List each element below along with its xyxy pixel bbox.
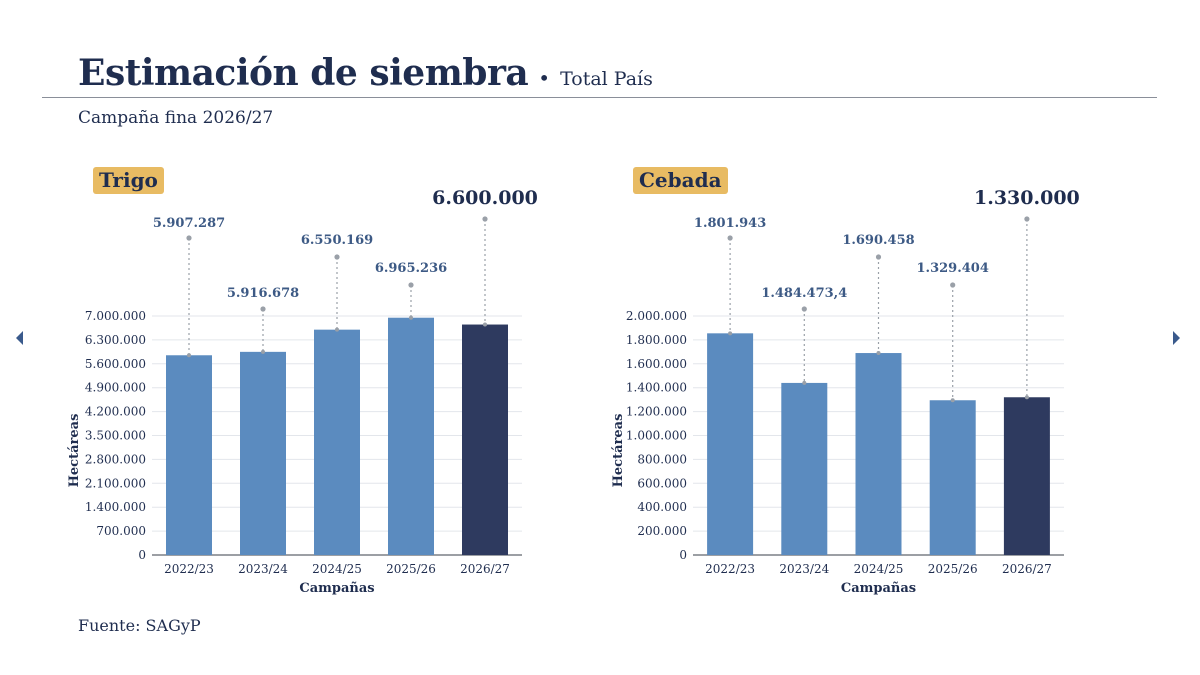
title-bullet: •: [538, 66, 551, 90]
chart-badge-trigo: Trigo: [93, 167, 164, 194]
prev-slide-icon[interactable]: [16, 331, 23, 345]
y-axis-title: Hectáreas: [611, 414, 626, 488]
y-tick-label: 400.000: [637, 500, 687, 514]
y-tick-label: 200.000: [637, 524, 687, 538]
leader-dot: [409, 315, 413, 320]
data-label: 1.329.404: [917, 261, 989, 276]
source-note: Fuente: SAGyP: [78, 616, 201, 635]
y-tick-label: 1.200.000: [626, 405, 687, 419]
x-tick-label: 2026/27: [1002, 562, 1052, 576]
data-label: 6.965.236: [375, 261, 447, 276]
page-title: Estimación de siembra: [78, 52, 529, 94]
y-tick-label: 1.000.000: [626, 429, 687, 443]
leader-dot: [802, 380, 807, 385]
leader-dot: [727, 235, 733, 241]
x-tick-label: 2024/25: [854, 562, 904, 576]
y-axis-title: Hectáreas: [67, 414, 82, 488]
bar: [240, 351, 286, 555]
y-tick-label: 600.000: [637, 476, 687, 490]
y-tick-label: 1.600.000: [626, 357, 687, 371]
page-subtitle: Total País: [560, 68, 653, 90]
leader-dot: [482, 216, 488, 222]
bar: [462, 324, 508, 555]
chart-badge-cebada: Cebada: [633, 167, 728, 194]
header-divider: [42, 97, 1157, 98]
x-tick-label: 2022/23: [705, 562, 755, 576]
bar: [1003, 397, 1050, 555]
y-tick-label: 1.400.000: [85, 500, 146, 514]
leader-dot: [950, 282, 956, 288]
y-tick-label: 1.800.000: [626, 333, 687, 347]
y-tick-label: 0: [679, 548, 687, 562]
leader-dot: [728, 331, 733, 336]
data-label: 6.600.000: [432, 187, 538, 209]
leader-dot: [260, 306, 266, 312]
data-label: 1.690.458: [842, 233, 914, 248]
x-tick-label: 2025/26: [386, 562, 436, 576]
bar: [388, 317, 434, 555]
x-tick-label: 2023/24: [779, 562, 829, 576]
bar: [929, 400, 976, 555]
x-axis-title: Campañas: [299, 581, 374, 596]
data-label: 1.801.943: [694, 216, 766, 231]
leader-dot: [187, 353, 191, 358]
leader-dot: [335, 327, 339, 332]
leader-dot: [875, 254, 882, 260]
leader-dot: [334, 254, 340, 260]
x-tick-label: 2024/25: [312, 562, 362, 576]
title-row: Estimación de siembra • Total País: [78, 52, 653, 94]
x-axis-title: Campañas: [841, 581, 916, 596]
data-label: 6.550.169: [301, 233, 373, 248]
leader-dot: [1024, 395, 1029, 400]
y-tick-label: 7.000.000: [85, 309, 146, 323]
x-tick-label: 2022/23: [164, 562, 214, 576]
next-slide-icon[interactable]: [1173, 331, 1180, 345]
data-label: 5.916.678: [227, 286, 299, 301]
bar: [707, 333, 754, 555]
y-tick-label: 700.000: [96, 524, 146, 538]
y-tick-label: 2.100.000: [85, 476, 146, 490]
y-tick-label: 0: [138, 548, 146, 562]
leader-dot: [261, 349, 265, 354]
leader-dot: [186, 235, 192, 241]
bar: [781, 382, 828, 555]
leader-dot: [876, 351, 881, 356]
y-tick-label: 2.800.000: [85, 452, 146, 466]
x-tick-label: 2025/26: [928, 562, 978, 576]
data-label: 5.907.287: [153, 216, 225, 231]
data-label: 1.330.000: [974, 187, 1080, 209]
leader-dot: [801, 306, 807, 312]
y-tick-label: 4.200.000: [85, 405, 146, 419]
y-tick-label: 2.000.000: [626, 309, 687, 323]
data-label: 1.484.473,4: [761, 286, 847, 301]
y-tick-label: 5.600.000: [85, 357, 146, 371]
campaign-label: Campaña fina 2026/27: [78, 108, 274, 128]
y-tick-label: 6.300.000: [85, 333, 146, 347]
leader-dot: [483, 322, 487, 327]
y-tick-label: 800.000: [637, 452, 687, 466]
leader-dot: [950, 398, 955, 403]
leader-dot: [408, 282, 414, 288]
leader-dot: [1024, 216, 1030, 222]
bar: [166, 355, 212, 555]
bar: [855, 353, 902, 555]
y-tick-label: 4.900.000: [85, 381, 146, 395]
bar: [314, 329, 360, 555]
x-tick-label: 2023/24: [238, 562, 288, 576]
x-tick-label: 2026/27: [460, 562, 510, 576]
y-tick-label: 1.400.000: [626, 381, 687, 395]
y-tick-label: 3.500.000: [85, 429, 146, 443]
